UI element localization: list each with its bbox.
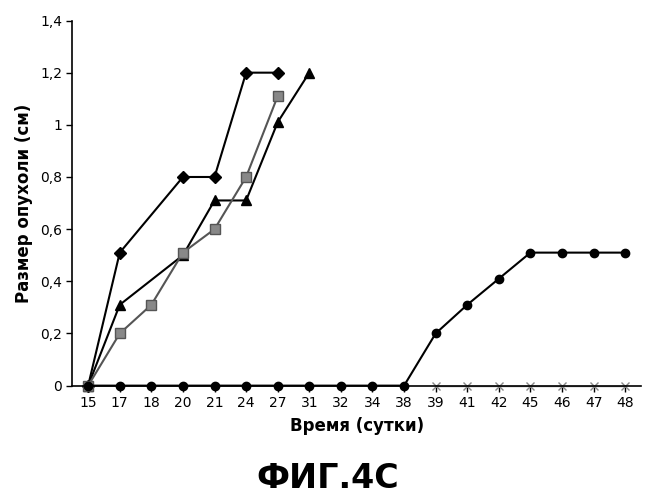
Text: ФИГ.4C: ФИГ.4C	[256, 462, 400, 495]
X-axis label: Время (сутки): Время (сутки)	[289, 417, 424, 435]
Y-axis label: Размер опухоли (см): Размер опухоли (см)	[15, 104, 33, 302]
